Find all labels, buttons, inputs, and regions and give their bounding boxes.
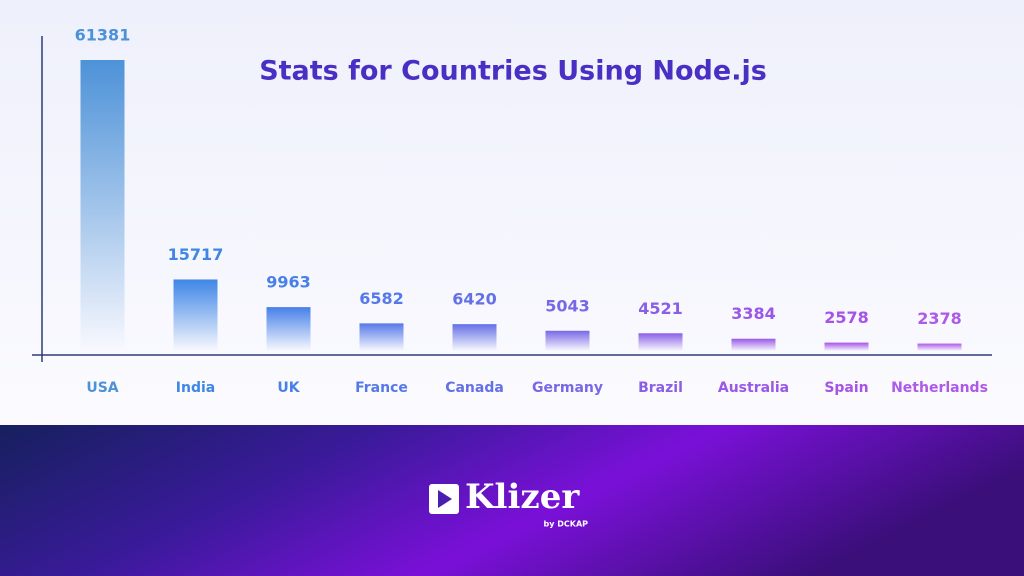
value-label: 3384 [731,304,776,323]
x-tick-label: France [355,380,408,396]
x-tick-label: Canada [445,380,504,396]
footer-banner [0,425,1024,576]
value-label: 61381 [75,26,131,45]
value-label: 9963 [266,273,311,292]
value-label: 5043 [545,296,590,315]
tagline: by DCKAP [544,520,589,529]
x-tick-label: Australia [718,380,789,396]
x-tick-label: India [176,380,215,396]
bar [173,279,218,351]
x-tick-label: Germany [532,380,603,396]
value-label: 6420 [452,290,497,309]
chart-title: Stats for Countries Using Node.js [259,56,767,87]
value-label: 4521 [638,299,683,318]
bar [917,343,962,351]
x-tick-label: Spain [824,380,868,396]
value-label: 2578 [824,308,869,327]
bar [359,323,404,351]
bar [731,338,776,351]
logo: Klizer by DCKAP [429,477,588,529]
value-label: 6582 [359,289,404,308]
bar [452,324,497,351]
chart-background [0,0,1024,425]
bar [638,333,683,351]
x-tick-label: Netherlands [891,380,988,396]
value-label: 15717 [168,245,224,264]
bar [80,60,125,351]
bar [545,330,590,351]
x-tick-label: USA [86,380,118,396]
brand: Klizer [465,477,580,517]
bar [266,307,311,351]
x-tick-label: Brazil [638,380,683,396]
bar [824,342,869,351]
logo-arrow [438,490,452,508]
x-tick-label: UK [277,380,300,396]
value-label: 2378 [917,309,962,328]
